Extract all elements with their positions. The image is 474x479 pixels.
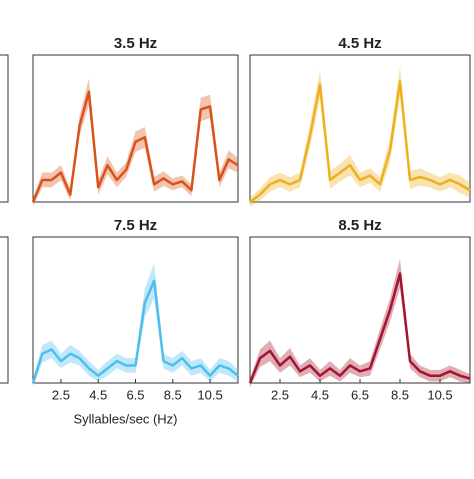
error-band	[250, 66, 470, 207]
panel-title: 7.5 Hz	[114, 217, 157, 234]
panel-frame	[32, 54, 239, 203]
partial-panel-frame	[0, 236, 9, 384]
x-tick-label: 6.5	[351, 387, 369, 402]
series-line	[249, 80, 471, 204]
x-tick-label: 10.5	[197, 387, 222, 402]
panel-frame	[249, 54, 471, 203]
x-tick-label: 2.5	[52, 387, 70, 402]
x-tick-label: 4.5	[311, 387, 329, 402]
x-axis-label: Syllables/sec (Hz)	[73, 411, 177, 426]
error-band	[33, 263, 238, 388]
series-line	[248, 272, 471, 384]
series-line	[31, 90, 239, 203]
series-line	[31, 279, 239, 384]
partial-panel-frame	[0, 54, 9, 203]
x-tick-label: 4.5	[89, 387, 107, 402]
x-tick-label: 2.5	[271, 387, 289, 402]
x-tick-label: 6.5	[126, 387, 144, 402]
panel-title: 8.5 Hz	[338, 217, 381, 234]
error-band	[250, 258, 470, 388]
x-tick-label: 10.5	[427, 387, 452, 402]
panel-title: 4.5 Hz	[338, 35, 381, 52]
x-tick-label: 8.5	[391, 387, 409, 402]
panel-title: 3.5 Hz	[114, 35, 157, 52]
x-tick-label: 8.5	[164, 387, 182, 402]
